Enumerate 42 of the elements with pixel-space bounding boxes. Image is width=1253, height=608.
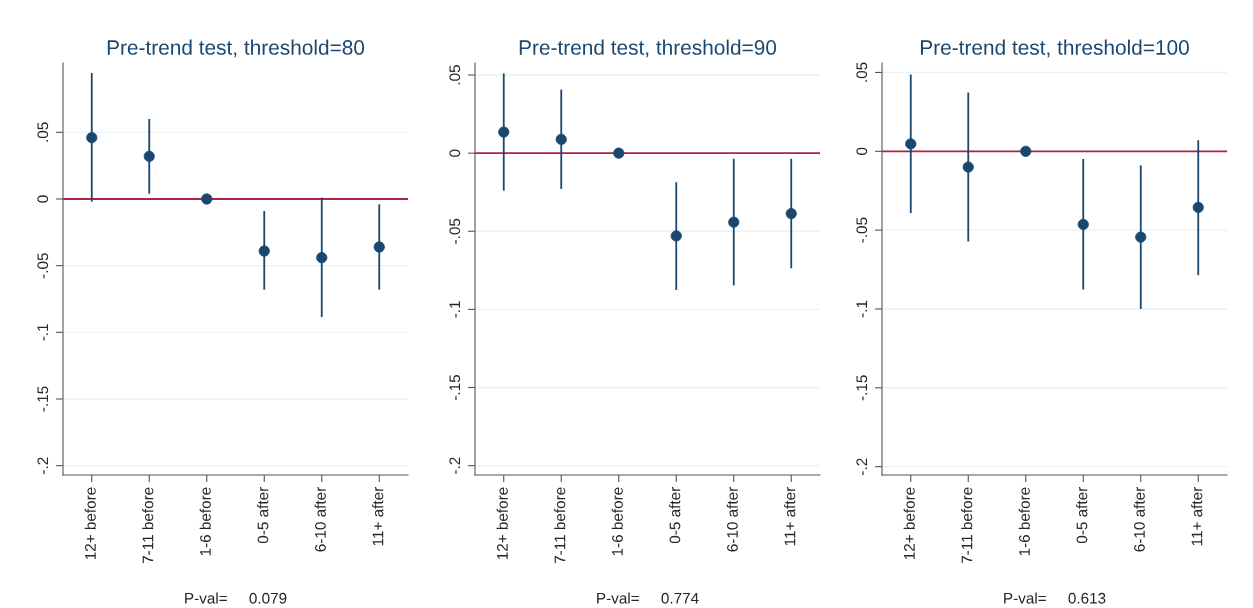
y-tick-label: -.15 <box>856 375 868 401</box>
x-tick-label: 11+ after <box>372 487 384 546</box>
x-tick-label: 6-10 after <box>1133 487 1145 552</box>
x-tick-label: 11+ after <box>1191 487 1203 546</box>
y-tick-label: -.05 <box>449 218 461 244</box>
y-tick-label: -.15 <box>449 374 461 400</box>
y-tick-label: 0 <box>37 195 49 203</box>
x-tick-label: 6-10 after <box>314 487 326 552</box>
chart-title: Pre-trend test, threshold=90 <box>519 39 777 58</box>
y-tick-label: -.1 <box>449 301 461 318</box>
text: P-val= 0.079 <box>185 592 287 604</box>
x-tick-label: 1-6 before <box>611 487 623 556</box>
chart-title: Pre-trend test, threshold=80 <box>107 39 365 58</box>
y-tick-label: .05 <box>37 122 49 142</box>
y-tick-label: -.05 <box>856 217 868 243</box>
y-tick-label: .05 <box>856 62 868 82</box>
y-tick-label: -.1 <box>856 300 868 318</box>
text: P-val= 0.613 <box>1004 592 1106 604</box>
x-tick-label: 6-10 after <box>726 487 738 552</box>
y-tick-label: -.15 <box>37 386 49 412</box>
y-tick-label: -.2 <box>856 458 868 475</box>
x-tick-label: 12+ before <box>496 487 508 560</box>
y-tick-label: 0 <box>856 147 868 155</box>
x-tick-label: 1-6 before <box>199 487 211 556</box>
x-tick-label: 7-11 before <box>554 487 566 564</box>
y-tick-label: 0 <box>449 149 461 157</box>
chart-title: Pre-trend test, threshold=100 <box>921 39 1189 58</box>
y-tick-label: .05 <box>449 65 461 85</box>
text: P-val= 0.774 <box>597 592 699 604</box>
x-tick-label: 1-6 before <box>1018 487 1030 556</box>
x-tick-label: 0-5 after <box>257 487 269 544</box>
x-tick-label: 11+ after <box>784 487 796 546</box>
x-tick-label: 7-11 before <box>961 487 973 564</box>
x-tick-label: 12+ before <box>84 487 96 560</box>
y-tick-label: -.2 <box>449 457 461 474</box>
x-tick-label: 7-11 before <box>142 487 154 564</box>
x-tick-label: 12+ before <box>903 487 915 560</box>
y-tick-label: -.1 <box>37 324 49 341</box>
x-tick-label: 0-5 after <box>1076 487 1088 544</box>
y-tick-label: -.05 <box>37 253 49 279</box>
x-tick-label: 0-5 after <box>669 487 681 544</box>
y-tick-label: -.2 <box>37 457 49 474</box>
